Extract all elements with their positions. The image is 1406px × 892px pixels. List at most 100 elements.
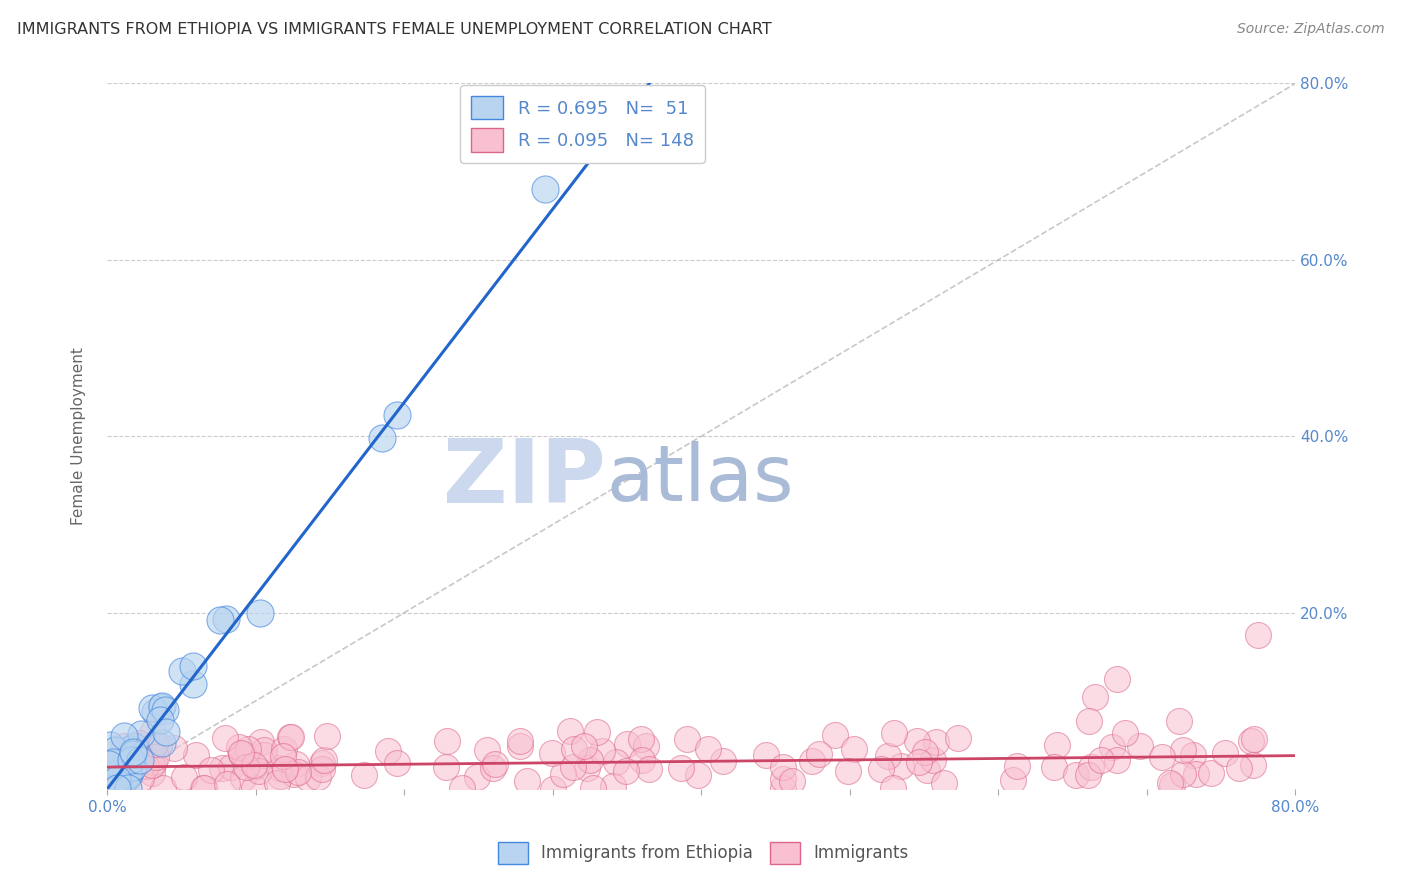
Point — [229, 747, 252, 761]
Point — [837, 764, 859, 778]
Text: ZIP: ZIP — [443, 435, 606, 522]
Legend: Immigrants from Ethiopia, Immigrants: Immigrants from Ethiopia, Immigrants — [491, 836, 915, 871]
Point — [772, 759, 794, 773]
Point — [1064, 768, 1087, 782]
Point — [560, 723, 582, 738]
Point — [97, 761, 120, 775]
Point — [870, 762, 893, 776]
Point — [932, 776, 955, 790]
Point — [1247, 628, 1270, 642]
Point — [1201, 766, 1223, 780]
Point — [630, 732, 652, 747]
Point — [229, 746, 252, 760]
Point — [907, 756, 929, 770]
Point — [1150, 750, 1173, 764]
Point — [616, 737, 638, 751]
Point — [1043, 760, 1066, 774]
Point — [208, 613, 231, 627]
Point — [249, 606, 271, 620]
Point — [353, 768, 375, 782]
Point — [120, 754, 142, 768]
Point — [669, 761, 692, 775]
Point — [1077, 768, 1099, 782]
Point — [129, 727, 152, 741]
Point — [104, 764, 127, 778]
Point — [591, 744, 613, 758]
Point — [173, 770, 195, 784]
Point — [307, 770, 329, 784]
Point — [922, 753, 945, 767]
Point — [1167, 714, 1189, 729]
Point — [124, 739, 146, 754]
Point — [143, 756, 166, 770]
Point — [124, 739, 146, 754]
Point — [141, 758, 163, 772]
Point — [842, 742, 865, 756]
Point — [387, 756, 409, 770]
Point — [1105, 753, 1128, 767]
Point — [97, 780, 120, 794]
Point — [482, 761, 505, 775]
Point — [117, 781, 139, 796]
Point — [141, 766, 163, 780]
Point — [162, 741, 184, 756]
Point — [112, 729, 135, 743]
Point — [287, 764, 309, 779]
Point — [1107, 672, 1129, 686]
Point — [112, 769, 135, 783]
Point — [215, 612, 238, 626]
Point — [145, 750, 167, 764]
Point — [579, 753, 602, 767]
Point — [285, 757, 308, 772]
Point — [755, 748, 778, 763]
Point — [98, 781, 121, 796]
Y-axis label: Female Unemployment: Female Unemployment — [72, 347, 86, 525]
Point — [152, 781, 174, 796]
Point — [553, 767, 575, 781]
Point — [772, 781, 794, 796]
Point — [605, 755, 627, 769]
Point — [278, 730, 301, 744]
Point — [243, 760, 266, 774]
Point — [450, 781, 472, 796]
Point — [676, 731, 699, 746]
Point — [193, 781, 215, 796]
Point — [385, 408, 408, 422]
Point — [217, 777, 239, 791]
Point — [107, 770, 129, 784]
Point — [1240, 733, 1263, 747]
Point — [111, 772, 134, 787]
Point — [475, 743, 498, 757]
Point — [142, 724, 165, 739]
Point — [153, 703, 176, 717]
Text: IMMIGRANTS FROM ETHIOPIA VS IMMIGRANTS FEMALE UNEMPLOYMENT CORRELATION CHART: IMMIGRANTS FROM ETHIOPIA VS IMMIGRANTS F… — [17, 22, 772, 37]
Point — [97, 756, 120, 771]
Point — [152, 699, 174, 714]
Point — [235, 760, 257, 774]
Point — [465, 770, 488, 784]
Point — [436, 733, 458, 747]
Point — [121, 747, 143, 761]
Point — [1227, 761, 1250, 775]
Point — [434, 760, 457, 774]
Text: Source: ZipAtlas.com: Source: ZipAtlas.com — [1237, 22, 1385, 37]
Point — [214, 731, 236, 746]
Point — [120, 742, 142, 756]
Point — [631, 754, 654, 768]
Point — [253, 747, 276, 762]
Point — [585, 725, 607, 739]
Point — [269, 769, 291, 783]
Point — [253, 743, 276, 757]
Point — [233, 750, 256, 764]
Point — [1213, 746, 1236, 760]
Point — [780, 773, 803, 788]
Point — [101, 781, 124, 796]
Point — [711, 755, 734, 769]
Legend: R = 0.695   N=  51, R = 0.095   N= 148: R = 0.695 N= 51, R = 0.095 N= 148 — [460, 86, 704, 162]
Point — [128, 736, 150, 750]
Text: atlas: atlas — [606, 441, 794, 516]
Point — [297, 771, 319, 785]
Point — [283, 766, 305, 780]
Point — [311, 756, 333, 771]
Point — [312, 753, 335, 767]
